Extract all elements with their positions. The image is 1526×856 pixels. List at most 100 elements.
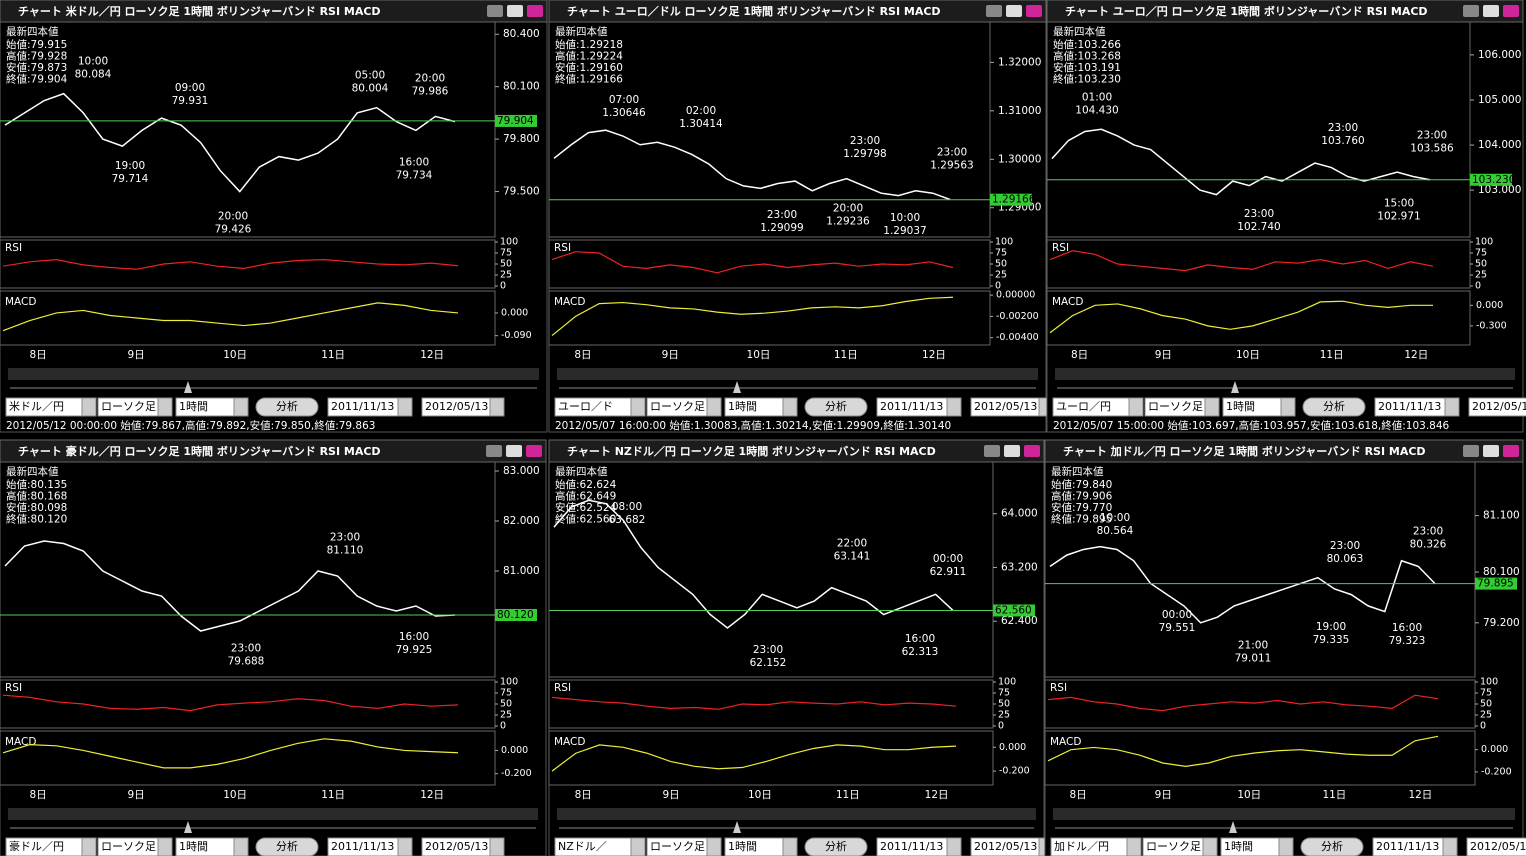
rsi-label: RSI — [1052, 242, 1069, 254]
select-arrow[interactable] — [157, 837, 173, 856]
macd-line — [1049, 300, 1433, 334]
rsi-label: RSI — [5, 242, 22, 254]
select-arrow[interactable] — [1128, 397, 1144, 417]
select-arrow[interactable] — [397, 837, 413, 856]
rsi-line — [1047, 694, 1439, 712]
macd-tick-label: 0.00000 — [996, 290, 1035, 301]
analyze-label: 分析 — [1321, 839, 1343, 853]
rsi-tick-label: 0 — [1480, 721, 1486, 732]
info-line: 終値:103.230 — [1053, 73, 1121, 86]
select-to[interactable] — [1466, 837, 1526, 856]
scroll-track[interactable] — [1053, 808, 1515, 820]
select-arrow[interactable] — [1202, 837, 1218, 856]
info-line: 安値:1.29160 — [555, 61, 623, 74]
rsi-tick-label: 75 — [500, 248, 512, 259]
scroll-track[interactable] — [557, 368, 1038, 380]
window-close-button[interactable] — [527, 5, 543, 17]
window-max-button[interactable] — [1006, 5, 1022, 17]
annotation-time: 02:00 — [686, 105, 716, 117]
select-arrow[interactable] — [630, 397, 646, 417]
window-close-button[interactable] — [526, 445, 542, 457]
info-line: 始値:103.266 — [1053, 38, 1121, 51]
window-close-button[interactable] — [1503, 445, 1519, 457]
analyze-button[interactable] — [255, 397, 319, 417]
window-max-button[interactable] — [1483, 5, 1499, 17]
select-arrow[interactable] — [1204, 397, 1220, 417]
select-arrow[interactable] — [946, 397, 962, 417]
select-arrow[interactable] — [782, 837, 798, 856]
select-arrow[interactable] — [489, 397, 505, 417]
analyze-button[interactable] — [804, 397, 868, 417]
select-arrow[interactable] — [1278, 837, 1294, 856]
window-max-button[interactable] — [506, 445, 522, 457]
date-label: 11日 — [1320, 349, 1344, 361]
window-min-button[interactable] — [984, 445, 1000, 457]
window-max-button[interactable] — [507, 5, 523, 17]
select-arrow[interactable] — [1280, 397, 1296, 417]
date-label: 11日 — [836, 789, 860, 801]
zoom-thumb[interactable] — [733, 381, 741, 393]
zoom-thumb[interactable] — [1231, 381, 1239, 393]
macd-label: MACD — [5, 296, 36, 308]
select-text: 2012/05/13 — [425, 840, 488, 853]
price-tick-label: 81.100 — [1483, 510, 1520, 522]
annotation-price: 79.925 — [396, 644, 433, 656]
window-min-button[interactable] — [1463, 445, 1479, 457]
select-text: 加ドル／円 — [1054, 840, 1109, 853]
macd-pane — [548, 730, 994, 786]
zoom-thumb[interactable] — [184, 821, 192, 833]
select-arrow[interactable] — [706, 837, 722, 856]
window-min-button[interactable] — [486, 445, 502, 457]
select-arrow[interactable] — [81, 397, 97, 417]
date-label: 9日 — [128, 349, 145, 361]
rsi-tick-label: 25 — [500, 710, 512, 721]
select-text: NZドル／ — [558, 840, 607, 853]
window-min-button[interactable] — [986, 5, 1002, 17]
window-close-button[interactable] — [1024, 445, 1040, 457]
zoom-thumb[interactable] — [733, 821, 741, 833]
scroll-track[interactable] — [557, 808, 1036, 820]
select-arrow[interactable] — [782, 397, 798, 417]
select-arrow[interactable] — [233, 397, 249, 417]
analyze-button[interactable] — [1302, 397, 1366, 417]
window-title: チャート 豪ドル／円 ローソク足 1時間 ボリンジャーバンド RSI MACD — [18, 444, 381, 458]
select-text: ローソク足 — [1148, 400, 1203, 413]
zoom-thumb[interactable] — [184, 381, 192, 393]
window-max-button[interactable] — [1483, 445, 1499, 457]
macd-tick-label: -0.200 — [501, 768, 532, 779]
rsi-tick-label: 75 — [500, 688, 512, 699]
scroll-track[interactable] — [8, 808, 538, 820]
select-arrow[interactable] — [1126, 837, 1142, 856]
price-tick-label: 104.000 — [1478, 139, 1521, 151]
window-max-button[interactable] — [1004, 445, 1020, 457]
select-text: 1時間 — [728, 840, 757, 853]
window-min-button[interactable] — [487, 5, 503, 17]
scroll-track[interactable] — [1055, 368, 1515, 380]
select-arrow[interactable] — [157, 397, 173, 417]
date-label: 10日 — [748, 789, 772, 801]
select-arrow[interactable] — [397, 397, 413, 417]
select-arrow[interactable] — [233, 837, 249, 856]
select-arrow[interactable] — [1444, 397, 1460, 417]
annotation-time: 16:00 — [905, 633, 935, 645]
select-to[interactable] — [1468, 397, 1526, 417]
macd-line — [551, 744, 957, 772]
window-close-button[interactable] — [1026, 5, 1042, 17]
select-arrow[interactable] — [630, 837, 646, 856]
select-arrow[interactable] — [489, 837, 505, 856]
window-close-button[interactable] — [1503, 5, 1519, 17]
analyze-button[interactable] — [255, 837, 319, 856]
scroll-track[interactable] — [8, 368, 539, 380]
rsi-line — [2, 694, 459, 712]
zoom-thumb[interactable] — [1229, 821, 1237, 833]
select-arrow[interactable] — [946, 837, 962, 856]
macd-pane — [1044, 730, 1476, 786]
analyze-button[interactable] — [1300, 837, 1364, 856]
rsi-tick-label: 100 — [998, 677, 1016, 688]
macd-line — [2, 738, 459, 769]
select-arrow[interactable] — [1442, 837, 1458, 856]
analyze-button[interactable] — [804, 837, 868, 856]
window-min-button[interactable] — [1463, 5, 1479, 17]
select-arrow[interactable] — [706, 397, 722, 417]
select-arrow[interactable] — [81, 837, 97, 856]
